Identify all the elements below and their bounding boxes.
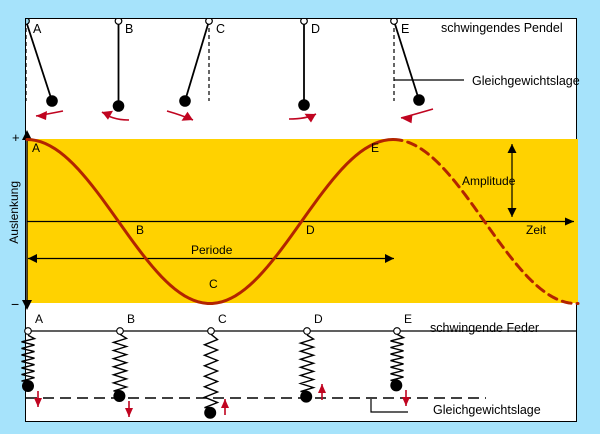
svg-text:Zeit: Zeit bbox=[526, 223, 547, 237]
svg-text:D: D bbox=[306, 223, 315, 237]
svg-text:D: D bbox=[314, 312, 323, 326]
svg-text:E: E bbox=[401, 22, 409, 36]
svg-text:Periode: Periode bbox=[191, 243, 233, 257]
svg-text:C: C bbox=[216, 22, 225, 36]
svg-text:E: E bbox=[371, 141, 379, 155]
svg-text:B: B bbox=[136, 223, 144, 237]
svg-text:D: D bbox=[311, 22, 320, 36]
svg-text:C: C bbox=[218, 312, 227, 326]
svg-text:A: A bbox=[32, 141, 40, 155]
svg-text:B: B bbox=[125, 22, 133, 36]
svg-text:Amplitude: Amplitude bbox=[462, 174, 516, 188]
svg-text:B: B bbox=[127, 312, 135, 326]
svg-text:A: A bbox=[33, 22, 42, 36]
svg-text:C: C bbox=[209, 277, 218, 291]
svg-text:A: A bbox=[35, 312, 43, 326]
svg-text:E: E bbox=[404, 312, 412, 326]
